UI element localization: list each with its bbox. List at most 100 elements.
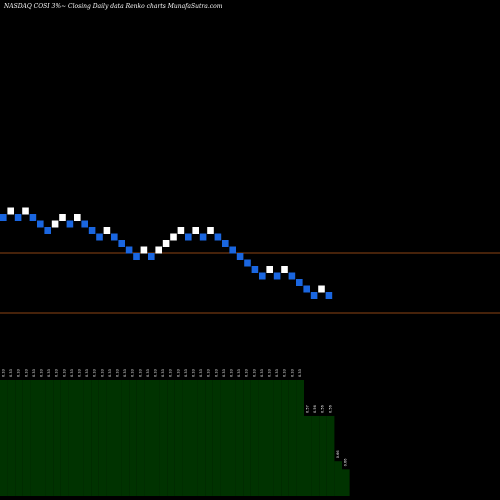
down-brick: [244, 259, 251, 267]
up-brick: [177, 227, 185, 234]
volume-bar: [22, 380, 31, 496]
volume-bar: [0, 380, 8, 496]
volume-label: 0.33: [108, 369, 112, 377]
volume-label: 0.33: [214, 369, 218, 377]
volume-bar: [235, 380, 244, 496]
volume-label: 0.33: [245, 369, 249, 377]
volume-label: 0.33: [222, 369, 226, 377]
volume-label: 0.33: [290, 369, 294, 377]
down-brick: [37, 220, 44, 228]
up-brick: [266, 266, 273, 273]
volume-label: 0.33: [24, 369, 28, 377]
volume-bar: [98, 380, 107, 496]
down-brick: [310, 292, 318, 299]
volume-bar: [190, 380, 198, 496]
volume-bar: [250, 380, 259, 496]
level-lines: [0, 252, 500, 314]
volume-bar: [167, 380, 175, 496]
volume-label: 0.56: [313, 405, 317, 413]
volume-label: 0.33: [55, 369, 59, 377]
volume-label: 0.33: [123, 369, 127, 377]
down-brick: [251, 266, 259, 273]
volume-label: 0.33: [192, 369, 196, 377]
volume-bar: [281, 380, 289, 496]
volume-bar: [174, 380, 183, 496]
up-brick: [170, 233, 177, 241]
volume-bar: [258, 380, 266, 496]
volume-label: 0.33: [237, 369, 241, 377]
volume-label: 0.33: [283, 369, 287, 377]
volume-bar: [197, 380, 206, 496]
up-brick: [103, 227, 111, 234]
volume-bar: [76, 380, 84, 496]
down-brick: [325, 292, 333, 299]
up-brick: [281, 266, 288, 273]
volume-label: 0.33: [252, 369, 256, 377]
up-brick: [162, 240, 170, 247]
volume-label: 0.33: [260, 369, 264, 377]
volume-bar: [30, 380, 38, 496]
volume-label: 0.33: [70, 369, 74, 377]
down-brick: [296, 279, 303, 286]
volume-bar: [334, 461, 342, 496]
down-brick: [0, 214, 7, 221]
volume-bar: [228, 380, 236, 496]
volume-bar: [106, 380, 114, 496]
volume-label: 0.33: [40, 369, 44, 377]
volume-label: 0.33: [154, 369, 158, 377]
volume-label: 0.33: [176, 369, 180, 377]
volume-bar: [68, 380, 76, 496]
volume-bar: [182, 380, 190, 496]
volume-label: 0.33: [2, 369, 6, 377]
volume-bar: [91, 380, 99, 496]
up-brick: [74, 214, 81, 221]
down-brick: [222, 240, 229, 247]
volume-bar: [15, 380, 23, 496]
volume-label: 0.33: [298, 369, 302, 377]
down-brick: [303, 285, 310, 293]
volume-bar: [212, 380, 221, 496]
renko-bricks: [0, 207, 333, 299]
volume-label: 0.33: [47, 369, 51, 377]
volume-bar: [296, 380, 304, 496]
volume-bar: [38, 380, 46, 496]
up-brick: [155, 246, 162, 254]
chart-title: NASDAQ COSI 3%~ Closing Daily data Renko…: [3, 3, 223, 10]
down-brick: [259, 272, 266, 280]
down-brick: [111, 233, 118, 241]
volume-bar: [326, 415, 335, 496]
volume-bar: [60, 380, 69, 496]
volume-bar: [121, 380, 130, 496]
down-brick: [288, 272, 296, 280]
volume-label: 0.33: [146, 369, 150, 377]
up-brick: [318, 285, 325, 293]
volume-label: 0.57: [306, 405, 310, 413]
up-brick: [22, 207, 29, 215]
volume-bar: [304, 415, 312, 496]
down-brick: [148, 253, 155, 260]
down-brick: [29, 214, 37, 221]
volume-label: 0.33: [169, 369, 173, 377]
volume-bar: [319, 415, 327, 496]
down-brick: [214, 233, 222, 241]
volume-bar: [53, 380, 61, 496]
volume-bar: [7, 380, 16, 496]
down-brick: [66, 220, 74, 228]
volume-bar: [266, 380, 274, 496]
down-brick: [14, 214, 22, 221]
down-brick: [273, 272, 281, 280]
down-brick: [96, 233, 103, 241]
volume-bars: 0.33 0.33 0.33 0.33 0.33 0.33 0.33 0.33 0.33 0.33…: [0, 369, 350, 496]
volume-label: 0.33: [184, 369, 188, 377]
down-brick: [118, 240, 125, 247]
down-brick: [44, 227, 51, 234]
down-brick: [133, 253, 140, 260]
volume-bar: [288, 380, 297, 496]
volume-label: 0.33: [268, 369, 272, 377]
up-brick: [7, 207, 14, 215]
volume-label: 0.33: [161, 369, 165, 377]
volume-label: 0.33: [199, 369, 203, 377]
volume-bar: [114, 380, 122, 496]
volume-label: 0.56: [321, 405, 325, 413]
